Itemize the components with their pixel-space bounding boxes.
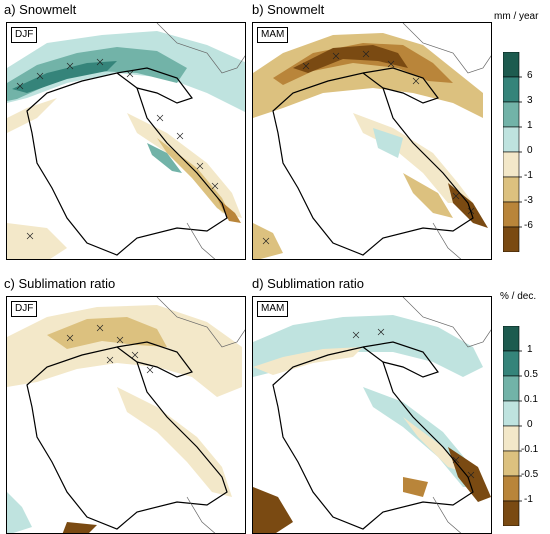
country-border-a	[156, 23, 245, 259]
panel-a-title: a) Snowmelt	[4, 2, 77, 17]
colorbar-top-swatch	[502, 201, 520, 228]
colorbar-top-swatch	[502, 51, 520, 78]
colorbar-top-swatch	[502, 126, 520, 153]
sublimation-field-d	[253, 315, 491, 533]
season-label-c: DJF	[11, 301, 38, 317]
map-a-svg	[7, 23, 245, 259]
colorbar-bottom-swatch	[502, 475, 520, 502]
colorbar-top-swatch	[502, 76, 520, 103]
colorbar-top-label-6: -6	[524, 220, 533, 231]
region-boundary-c	[26, 341, 228, 530]
colorbar-bottom-swatch	[502, 400, 520, 427]
hatch-significance-d	[352, 328, 475, 479]
colorbar-bottom-swatch	[502, 450, 520, 477]
colorbar-bottom-swatch	[502, 325, 520, 352]
region-boundary-d	[272, 341, 474, 530]
colorbar-top-label-1: 3	[527, 95, 533, 106]
colorbar-top-label-4: -1	[524, 170, 533, 181]
colorbar-bottom	[502, 325, 550, 531]
colorbar-bottom-label-4: -0.1	[521, 444, 539, 455]
season-label-d: MAM	[257, 301, 289, 317]
map-panel-c: DJF	[6, 296, 246, 534]
colorbar-bottom-swatch	[502, 425, 520, 452]
colorbar-bottom-units: % / dec.	[500, 291, 537, 302]
hatch-significance-a	[16, 58, 219, 240]
map-panel-b: MAM	[252, 22, 492, 260]
colorbar-top-swatch	[502, 151, 520, 178]
colorbar-bottom-label-3: 0	[527, 419, 533, 430]
colorbar-bottom-label-2: 0.1	[524, 394, 538, 405]
colorbar-top-svg	[502, 51, 522, 253]
colorbar-top-label-3: 0	[527, 145, 533, 156]
region-boundary-a	[26, 67, 228, 256]
panel-d-title: d) Sublimation ratio	[252, 276, 364, 291]
colorbar-top-label-2: 1	[527, 120, 533, 131]
colorbar-bottom-label-5: -0.5	[521, 469, 539, 480]
colorbar-bottom-swatches	[502, 325, 522, 527]
snowmelt-field-a	[7, 31, 245, 259]
colorbar-bottom-label-0: 1	[527, 344, 533, 355]
colorbar-top-units: mm / year	[494, 11, 539, 22]
season-label-a: DJF	[11, 27, 38, 43]
country-border-b	[402, 23, 491, 259]
colorbar-bottom-svg	[502, 325, 522, 527]
sublimation-field-c	[7, 305, 242, 533]
map-panel-d: MAM	[252, 296, 492, 534]
map-d-svg	[253, 297, 491, 533]
colorbar-top-label-0: 6	[527, 70, 533, 81]
colorbar-bottom-swatch	[502, 375, 520, 402]
panel-b-title: b) Snowmelt	[252, 2, 325, 17]
country-border-c	[156, 297, 245, 533]
map-b-svg	[253, 23, 491, 259]
colorbar-top-swatch	[502, 226, 520, 253]
colorbar-top-swatch	[502, 101, 520, 128]
map-c-svg	[7, 297, 245, 533]
season-label-b: MAM	[257, 27, 289, 43]
colorbar-bottom-label-1: 0.5	[524, 369, 538, 380]
map-panel-a: DJF	[6, 22, 246, 260]
colorbar-top-swatches	[502, 51, 522, 253]
snowmelt-field-b	[253, 33, 488, 259]
colorbar-top-label-5: -3	[524, 195, 533, 206]
region-boundary-b	[272, 67, 474, 256]
colorbar-bottom-swatch	[502, 500, 520, 527]
hatch-significance-c	[66, 324, 154, 374]
colorbar-bottom-swatch	[502, 350, 520, 377]
colorbar-top	[502, 51, 550, 257]
colorbar-top-swatch	[502, 176, 520, 203]
panel-c-title: c) Sublimation ratio	[4, 276, 116, 291]
colorbar-bottom-label-6: -1	[524, 494, 533, 505]
country-border-d	[402, 297, 491, 533]
